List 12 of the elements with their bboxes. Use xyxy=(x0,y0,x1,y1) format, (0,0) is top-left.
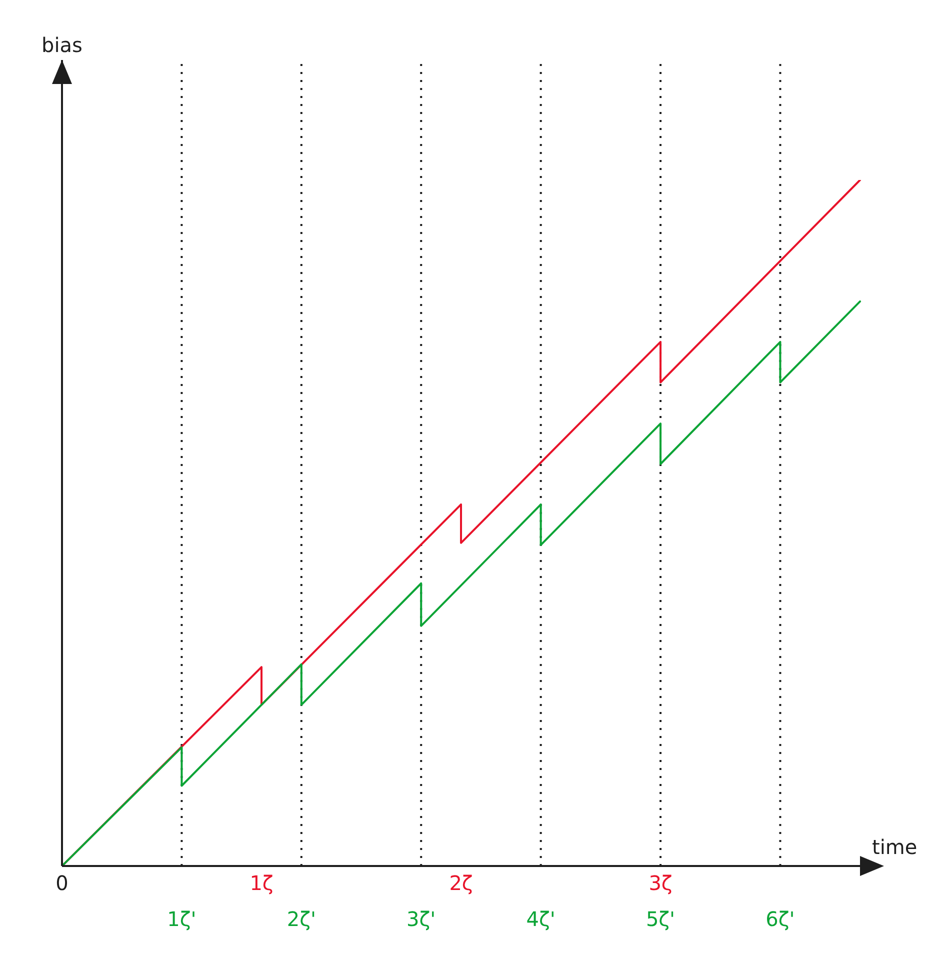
x2-tick-label: 2ζ' xyxy=(286,907,316,931)
x2-tick-label: 6ζ' xyxy=(766,907,795,931)
text: bias xyxy=(42,33,82,57)
x2-tick-label: 4ζ' xyxy=(526,907,556,931)
x2-tick-label: 3ζ' xyxy=(406,907,436,931)
x-tick-label: 3ζ xyxy=(648,871,672,895)
x2-tick-label: 5ζ' xyxy=(646,907,676,931)
x-tick-label: 0 xyxy=(56,871,68,895)
x-tick-label: 1ζ xyxy=(250,871,274,895)
x2-tick-label: 1ζ' xyxy=(167,907,196,931)
x-axis-title: time xyxy=(872,835,918,859)
x-tick-label: 2ζ xyxy=(449,871,473,895)
